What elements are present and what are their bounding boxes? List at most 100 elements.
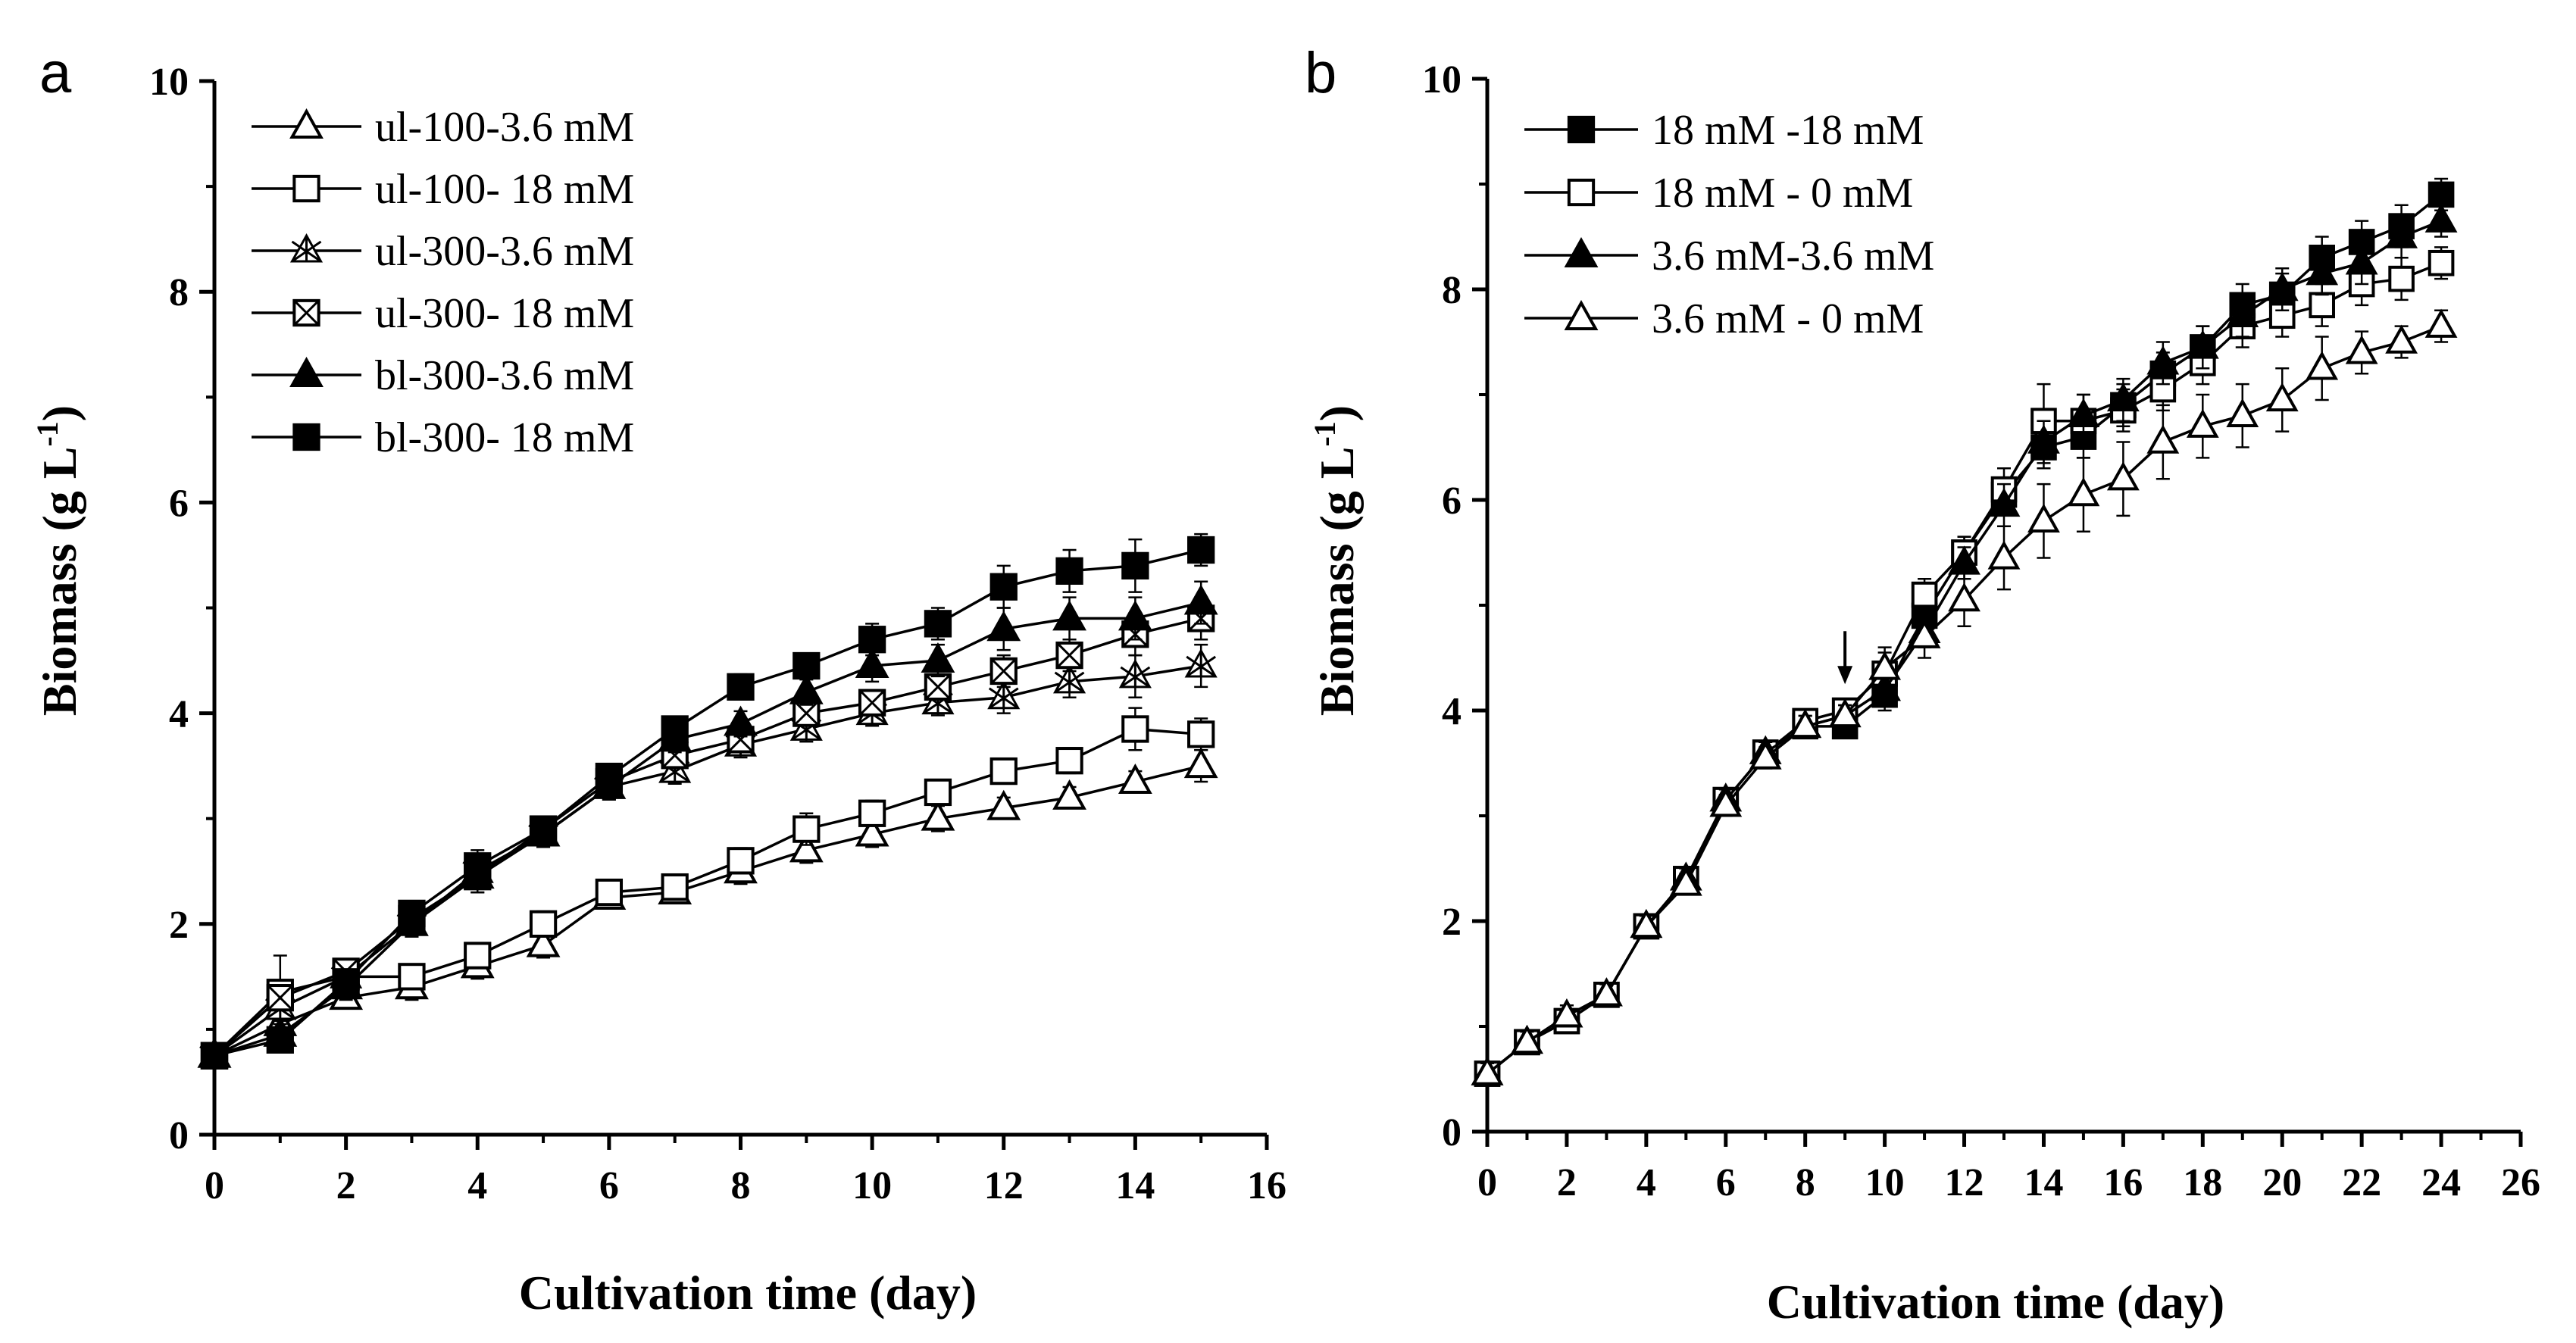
panel-b-label: b bbox=[1305, 41, 1336, 105]
panel-a-data-point-shape bbox=[1052, 600, 1086, 631]
panel-a-data-point bbox=[1055, 641, 1083, 670]
panel-a-data-point-shape bbox=[858, 799, 886, 827]
panel-a-data-point bbox=[529, 910, 558, 938]
panel-b-data-point-shape bbox=[2306, 351, 2339, 380]
panel-a-data-point bbox=[200, 1042, 229, 1070]
panel-a-data-point-cross bbox=[924, 673, 952, 701]
panel-a-data-point-shape bbox=[1183, 584, 1218, 615]
panel-a-x-tick-label: 16 bbox=[1247, 1164, 1286, 1207]
panel-a-data-point-shape bbox=[921, 642, 955, 673]
panel-a-data-point bbox=[529, 815, 558, 843]
panel-a-data-point bbox=[727, 673, 755, 701]
panel-b-legend-marker bbox=[1567, 115, 1596, 144]
panel-b-data-point bbox=[1550, 998, 1583, 1028]
panel-a-data-point-cross bbox=[793, 700, 820, 726]
panel-b-data-point-shape bbox=[1590, 977, 1623, 1007]
panel-a-x-tick-label: 12 bbox=[984, 1164, 1024, 1207]
panel-b-series-1 bbox=[1474, 177, 2455, 1087]
panel-b-y-axis-title-sup: -1 bbox=[1308, 421, 1342, 446]
panel-a-legend-item: ul-100-3.6 mM bbox=[252, 104, 634, 151]
panel-a-data-point bbox=[398, 899, 426, 928]
panel-b-legend-marker-shape bbox=[1567, 178, 1596, 207]
panel-b-data-point-shape bbox=[2106, 461, 2140, 491]
panel-a-x-tick-label: 8 bbox=[731, 1164, 751, 1207]
panel-b-data-point-shape bbox=[2186, 408, 2219, 438]
panel-a-data-point-shape bbox=[1187, 536, 1215, 564]
panel-b-data-point-shape bbox=[1630, 908, 1663, 939]
panel-a-data-point bbox=[595, 878, 624, 907]
panel-b-series-3 bbox=[1471, 203, 2458, 1085]
panel-a-x-tick-label: 0 bbox=[205, 1164, 224, 1207]
panel-b-data-point-shape bbox=[2388, 265, 2415, 292]
panel-a-data-point bbox=[661, 873, 689, 901]
panel-a-data-point bbox=[986, 611, 1021, 642]
panel-b-data-point bbox=[2388, 265, 2415, 292]
panel-a-legend-label: ul-300- 18 mM bbox=[375, 290, 634, 337]
panel-a-data-point bbox=[858, 626, 886, 654]
panel-a-data-point-shape bbox=[789, 832, 824, 863]
panel-a-data-point-shape bbox=[661, 873, 689, 901]
panel-a-data-point-shape bbox=[855, 816, 889, 847]
panel-b-data-point bbox=[1471, 1056, 1504, 1085]
panel-b-data-point bbox=[2345, 335, 2378, 364]
panel-a-data-point-shape bbox=[792, 651, 821, 680]
panel-a-data-point bbox=[1187, 720, 1215, 748]
panel-a-legend-marker bbox=[292, 298, 320, 327]
panel-b-data-point-shape bbox=[2424, 203, 2458, 233]
panel-b-data-point bbox=[2186, 408, 2219, 438]
panel-b-data-point-shape bbox=[2428, 249, 2455, 276]
panel-a-data-point-shape bbox=[1183, 748, 1218, 779]
panel-a-data-point-shape bbox=[792, 815, 821, 843]
panel-a-plot-area: 0 2 4 6 8 10 0 2 4 6 8 10 12 14 16 bbox=[149, 61, 1286, 1207]
panel-b-x-tick-label: 10 bbox=[1865, 1161, 1905, 1204]
panel-b-data-point-shape bbox=[1908, 619, 1941, 648]
panel-a-legend-item: bl-300- 18 mM bbox=[252, 414, 634, 461]
panel-a-legend-item: bl-300-3.6 mM bbox=[252, 352, 634, 399]
panel-a-y-tick-label: 8 bbox=[169, 271, 189, 314]
panel-b-series-line bbox=[1486, 193, 2443, 1075]
panel-b-x-tick-label: 26 bbox=[2501, 1161, 2540, 1204]
panel-a-data-point bbox=[1118, 600, 1152, 631]
panel-b-x-tick-label: 24 bbox=[2421, 1161, 2461, 1204]
panel-a-data-point bbox=[266, 984, 294, 1012]
panel-a-data-point bbox=[1055, 557, 1083, 585]
panel-a-legend-label: ul-100-3.6 mM bbox=[375, 104, 634, 151]
panel-a-legend-label: bl-300- 18 mM bbox=[375, 414, 634, 461]
panel-b-data-point-shape bbox=[1987, 540, 2021, 570]
panel-a-data-point-cross bbox=[858, 689, 886, 716]
panel-b-data-point bbox=[2306, 256, 2339, 286]
panel-b-data-point-shape bbox=[1709, 788, 1743, 817]
panel-a-data-point-shape bbox=[986, 611, 1021, 642]
panel-a-data-point bbox=[526, 926, 561, 957]
panel-a-label: a bbox=[39, 41, 72, 105]
panel-b-y-axis-title-close: ) bbox=[1310, 405, 1364, 421]
panel-b-data-point bbox=[1630, 908, 1663, 939]
panel-b-x-tick-label: 4 bbox=[1637, 1161, 1656, 1204]
panel-b-data-point bbox=[1709, 788, 1743, 817]
panel-a-data-point bbox=[724, 705, 758, 736]
panel-a-data-point bbox=[1121, 715, 1149, 743]
panel-b-y-axis-title-main: Biomass (g L bbox=[1310, 447, 1364, 717]
panel-a-legend-marker bbox=[292, 423, 320, 451]
panel-a-data-point-shape bbox=[464, 852, 492, 880]
panel-b-data-point bbox=[2027, 424, 2060, 454]
panel-a-x-tick-label: 4 bbox=[467, 1164, 487, 1207]
panel-a-data-point bbox=[266, 1026, 294, 1054]
panel-a-data-point-star bbox=[1120, 661, 1151, 689]
panel-b-data-point-shape bbox=[1550, 998, 1583, 1028]
panel-b-data-point bbox=[2265, 382, 2299, 412]
panel-a-data-point bbox=[924, 610, 952, 638]
panel-b-x-tick-label: 22 bbox=[2342, 1161, 2381, 1204]
panel-b-series-line bbox=[1486, 325, 2442, 1075]
panel-b-data-point bbox=[1749, 740, 1782, 770]
panel-b-data-point bbox=[1868, 651, 1902, 680]
panel-a-legend-marker-shape bbox=[292, 423, 320, 451]
panel-b-data-point-shape bbox=[2265, 272, 2299, 301]
panel-b-x-axis-title: Cultivation time (day) bbox=[1767, 1275, 2224, 1329]
panel-a-data-point-shape bbox=[529, 910, 558, 938]
panel-a-data-point-shape bbox=[1118, 600, 1152, 631]
panel-a-legend-label: bl-300-3.6 mM bbox=[375, 352, 634, 399]
panel-b-data-point-shape bbox=[2306, 256, 2339, 286]
